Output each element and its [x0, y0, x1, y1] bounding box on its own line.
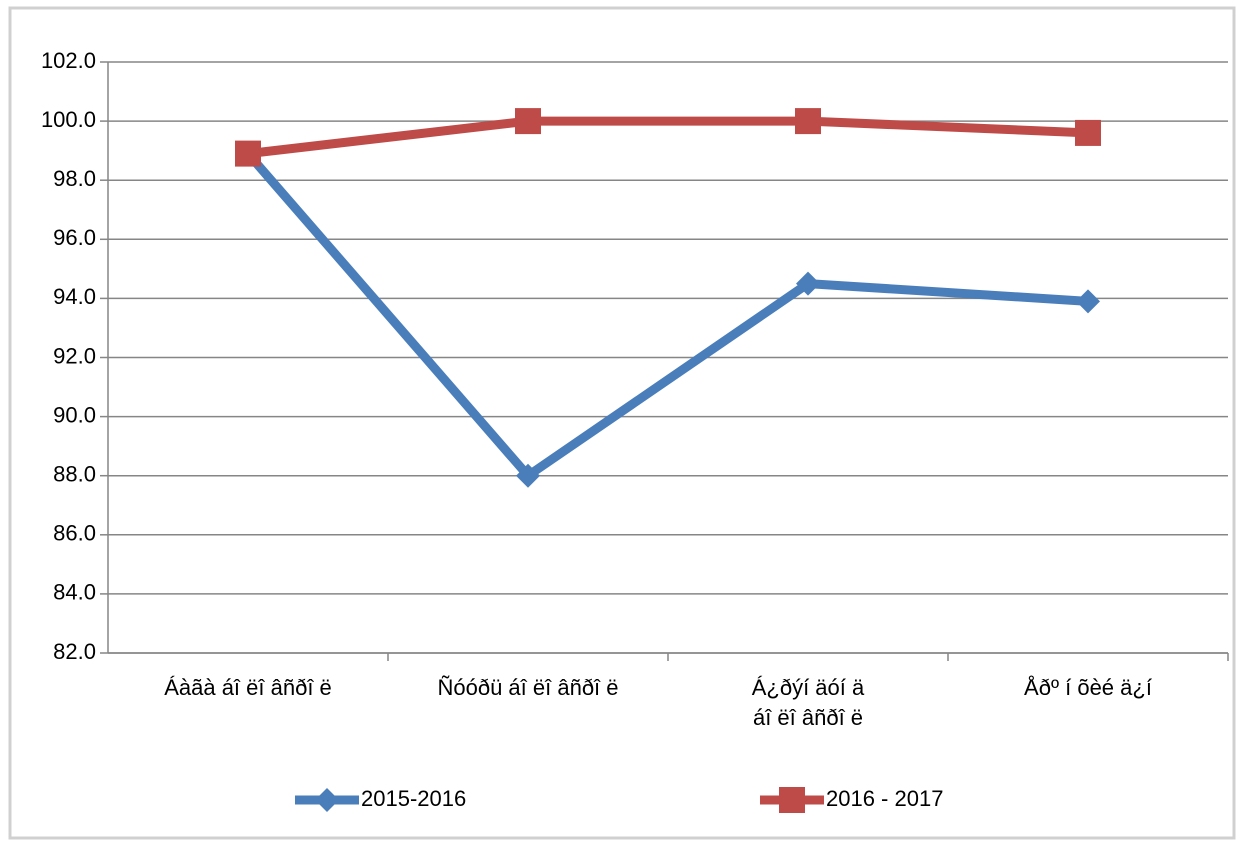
y-tick-label: 86.0 — [53, 521, 96, 546]
y-tick-label: 92.0 — [53, 343, 96, 368]
marker — [795, 108, 821, 135]
y-tick-label: 102.0 — [41, 48, 96, 73]
marker — [235, 140, 261, 167]
y-tick-label: 88.0 — [53, 462, 96, 487]
y-tick-label: 90.0 — [53, 402, 96, 427]
chart-frame — [8, 6, 1236, 840]
y-tick-label: 94.0 — [53, 284, 96, 309]
marker — [315, 788, 339, 812]
series-line — [247, 116, 1089, 159]
legend-label: 2016 - 2017 — [826, 786, 943, 811]
x-tick-label: Á¿ðýí äóí ä áî ëî âñðî ë — [751, 675, 865, 730]
legend-label: 2015-2016 — [361, 786, 466, 811]
marker — [516, 463, 540, 488]
marker — [1076, 289, 1100, 314]
y-tick-label: 84.0 — [53, 580, 96, 605]
x-tick-label: Åðº í õèé ä¿í — [1024, 675, 1152, 700]
y-tick-label: 100.0 — [41, 107, 96, 132]
marker — [1075, 119, 1101, 146]
y-tick-label: 82.0 — [53, 639, 96, 664]
marker — [779, 787, 805, 813]
marker — [515, 108, 541, 135]
x-tick-label: Áàãà áî ëî âñðî ë — [164, 675, 332, 700]
y-tick-label: 96.0 — [53, 225, 96, 250]
y-tick-label: 98.0 — [53, 166, 96, 191]
marker — [796, 271, 820, 296]
series-line — [244, 150, 1089, 481]
x-tick-label: Ñóóðü áî ëî âñðî ë — [437, 675, 619, 700]
